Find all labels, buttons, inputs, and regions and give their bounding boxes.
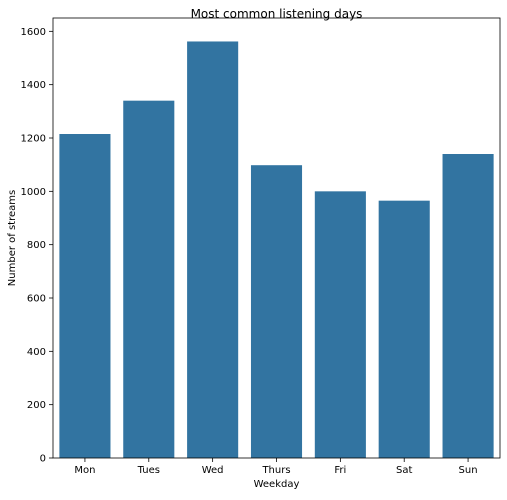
y-tick-label-1200: 1200 (21, 134, 46, 145)
bars-layer (59, 41, 494, 459)
x-tick-label-mon: Mon (74, 465, 95, 476)
y-tick-label-1400: 1400 (21, 80, 46, 91)
x-tick-label-fri: Fri (334, 465, 346, 476)
x-tick-label-thurs: Thurs (261, 465, 290, 476)
x-axis: Mon Tues Wed Thurs Fri Sat Sun (74, 458, 478, 476)
y-tick-label-1000: 1000 (21, 187, 46, 198)
bar-sat (378, 200, 430, 459)
y-axis: 0 200 400 600 800 1000 1200 1400 1600 (21, 27, 53, 465)
bar-mon (59, 134, 111, 458)
x-tick-label-sat: Sat (396, 465, 412, 476)
y-tick-label-800: 800 (27, 240, 46, 251)
y-axis-label: Number of streams (7, 190, 18, 286)
y-tick-label-600: 600 (27, 294, 46, 305)
bar-sun (442, 154, 494, 458)
bar-thurs (250, 165, 303, 458)
y-tick-label-0: 0 (40, 454, 46, 465)
x-axis-label: Weekday (254, 479, 300, 490)
x-tick-label-sun: Sun (459, 465, 478, 476)
bar-tues (123, 100, 175, 459)
y-tick-label-200: 200 (27, 400, 46, 411)
chart-title: Most common listening days (191, 7, 363, 21)
plot-frame (52, 17, 501, 459)
y-tick-label-400: 400 (27, 347, 46, 358)
bar-fri (314, 191, 366, 458)
bar-wed (187, 41, 239, 458)
y-tick-label-1600: 1600 (21, 27, 46, 38)
x-tick-label-tues: Tues (137, 465, 160, 476)
x-tick-label-wed: Wed (202, 465, 224, 476)
